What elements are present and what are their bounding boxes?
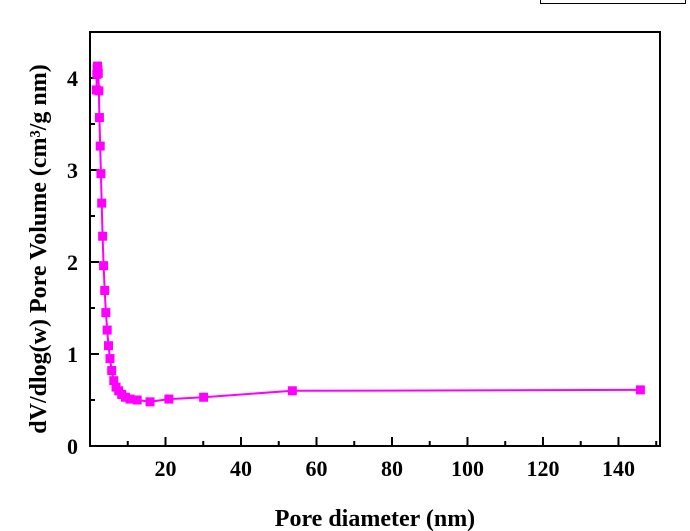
data-point	[98, 231, 108, 241]
data-point	[101, 308, 111, 318]
y-tick-label: 1	[67, 342, 78, 367]
data-point	[93, 68, 103, 78]
x-tick-label: 100	[451, 456, 484, 481]
x-tick-label: 40	[230, 456, 252, 481]
data-point	[199, 392, 209, 402]
y-tick-label: 2	[67, 250, 78, 275]
y-axis-title: dV/dlog(w) Pore Volume (cm³/g nm)	[26, 64, 52, 433]
x-tick-label: 140	[602, 456, 635, 481]
data-point	[94, 113, 104, 123]
data-point	[99, 261, 109, 271]
y-tick-label: 0	[67, 434, 78, 459]
data-point	[94, 86, 104, 96]
data-point	[164, 394, 174, 404]
x-tick-label: 120	[526, 456, 559, 481]
x-tick-label: 20	[154, 456, 176, 481]
data-point	[105, 354, 115, 364]
series-layer	[91, 61, 645, 407]
data-point	[102, 325, 112, 335]
data-point	[95, 141, 105, 151]
legend-box-edge	[540, 0, 686, 4]
data-point	[287, 386, 297, 396]
y-tick-label: 4	[67, 66, 78, 91]
x-tick-label: 80	[381, 456, 403, 481]
y-tick-label: 3	[67, 158, 78, 183]
data-point	[132, 395, 142, 405]
series-line	[95, 65, 641, 403]
data-point	[120, 392, 130, 402]
data-point	[97, 198, 107, 208]
data-point	[96, 169, 106, 179]
data-point	[107, 366, 117, 376]
data-point	[109, 376, 119, 386]
data-point	[125, 394, 135, 404]
tick-labels: 20 40 60 80 100 120 140 0 1 2 3 4	[67, 66, 635, 481]
data-point	[103, 341, 113, 351]
data-point	[635, 385, 645, 395]
data-point	[145, 397, 155, 407]
x-tick-label: 60	[305, 456, 327, 481]
x-axis-title: Pore diameter (nm)	[275, 506, 475, 531]
plot-frame	[89, 31, 661, 447]
data-point	[100, 286, 110, 296]
